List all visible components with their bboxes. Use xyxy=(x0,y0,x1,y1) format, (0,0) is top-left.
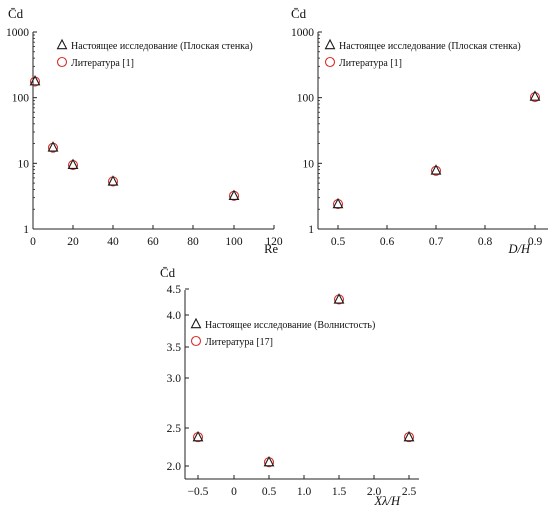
y-tick-label: 2.0 xyxy=(167,461,182,473)
x-tick-label: 0.5 xyxy=(331,236,346,248)
point-present-study xyxy=(228,189,240,201)
point-present-study xyxy=(47,141,59,152)
legend: Настоящее исследование (Плоская стенка) Л… xyxy=(56,38,253,69)
y-tick-label: 10 xyxy=(303,158,315,170)
x-tick-label: 1.5 xyxy=(332,486,347,498)
y-axis-label: C̄d xyxy=(160,265,176,280)
legend-label-literature: Литература [1] xyxy=(71,58,134,69)
x-tick-label: 100 xyxy=(225,236,243,248)
y-tick-label: 1 xyxy=(308,224,314,236)
point-present-study xyxy=(192,430,204,442)
y-tick-label: 10 xyxy=(18,158,30,170)
x-axis-label: D/H xyxy=(507,242,531,256)
legend-circle-icon xyxy=(56,56,68,68)
point-present-study xyxy=(107,175,119,186)
x-tick-label: 0.7 xyxy=(429,236,444,248)
point-present-study xyxy=(529,90,541,101)
x-tick-label: 0.9 xyxy=(528,236,543,248)
legend-label-present-study: Настоящее исследование (Плоская стенка) xyxy=(71,41,253,52)
x-tick-label: 0.5 xyxy=(262,486,277,498)
y-tick-label: 3.0 xyxy=(167,373,182,385)
point-present-study xyxy=(332,197,344,209)
y-tick-label: 100 xyxy=(297,93,315,105)
x-tick-label: 0.8 xyxy=(478,236,493,248)
legend-triangle-icon xyxy=(324,38,336,50)
x-tick-label: 1.0 xyxy=(297,486,312,498)
y-tick-label: 2.5 xyxy=(167,423,182,435)
chart-2: 1 10 100 1000 0.5 0.6 0.7 0.8 0.9D/H C̄d Настоящее… xyxy=(291,6,548,256)
x-axis-label: Xλ/H xyxy=(373,494,401,508)
x-tick-label: 0 xyxy=(231,486,237,498)
legend: Настоящее исследование (Волнистость) Лите… xyxy=(190,317,375,348)
point-present-study xyxy=(263,455,275,467)
y-tick-label: 4.0 xyxy=(167,310,182,322)
point-present-study xyxy=(333,293,345,304)
legend-label-literature: Литература [1] xyxy=(339,58,402,69)
point-present-study xyxy=(430,164,442,175)
x-axis-label: Re xyxy=(264,242,278,256)
x-tick-label: 80 xyxy=(187,236,199,248)
x-tick-label: −0.5 xyxy=(188,486,209,498)
x-tick-label: 40 xyxy=(107,236,119,248)
x-tick-label: 0 xyxy=(30,236,36,248)
legend: Настоящее исследование (Плоская стенка) Л… xyxy=(324,38,521,69)
legend-circle-icon xyxy=(190,335,202,347)
x-tick-label: 2.5 xyxy=(402,486,417,498)
y-tick-label: 1000 xyxy=(291,27,314,39)
y-tick-label: 1 xyxy=(23,224,29,236)
y-axis-label: C̄d xyxy=(291,6,307,21)
legend-circle-icon xyxy=(324,56,336,68)
legend-label-present-study: Настоящее исследование (Плоская стенка) xyxy=(339,41,521,52)
point-present-study xyxy=(67,158,79,169)
x-tick-label: 2.0 xyxy=(367,486,382,498)
x-tick-label: 120 xyxy=(265,236,283,248)
legend-triangle-icon xyxy=(190,317,202,329)
y-axis-label: C̄d xyxy=(8,6,24,21)
point-present-study xyxy=(403,430,415,442)
point-present-study xyxy=(29,75,41,86)
legend-label-present-study: Настоящее исследование (Волнистость) xyxy=(205,320,375,331)
x-tick-label: 60 xyxy=(147,236,159,248)
x-tick-label: 0.6 xyxy=(380,236,395,248)
y-tick-label: 100 xyxy=(12,93,30,105)
y-tick-label: 3.5 xyxy=(167,342,182,354)
y-tick-label: 4.5 xyxy=(167,284,182,296)
legend-triangle-icon xyxy=(56,38,68,50)
chart-3: 2.02.53.03.54.04.5−0.5 0 0.5 1.0 1.5 2.0 2.5Xλ… xyxy=(160,265,419,508)
x-tick-label: 20 xyxy=(67,236,79,248)
legend-label-literature: Литература [17] xyxy=(205,337,273,348)
y-tick-label: 1000 xyxy=(6,27,29,39)
